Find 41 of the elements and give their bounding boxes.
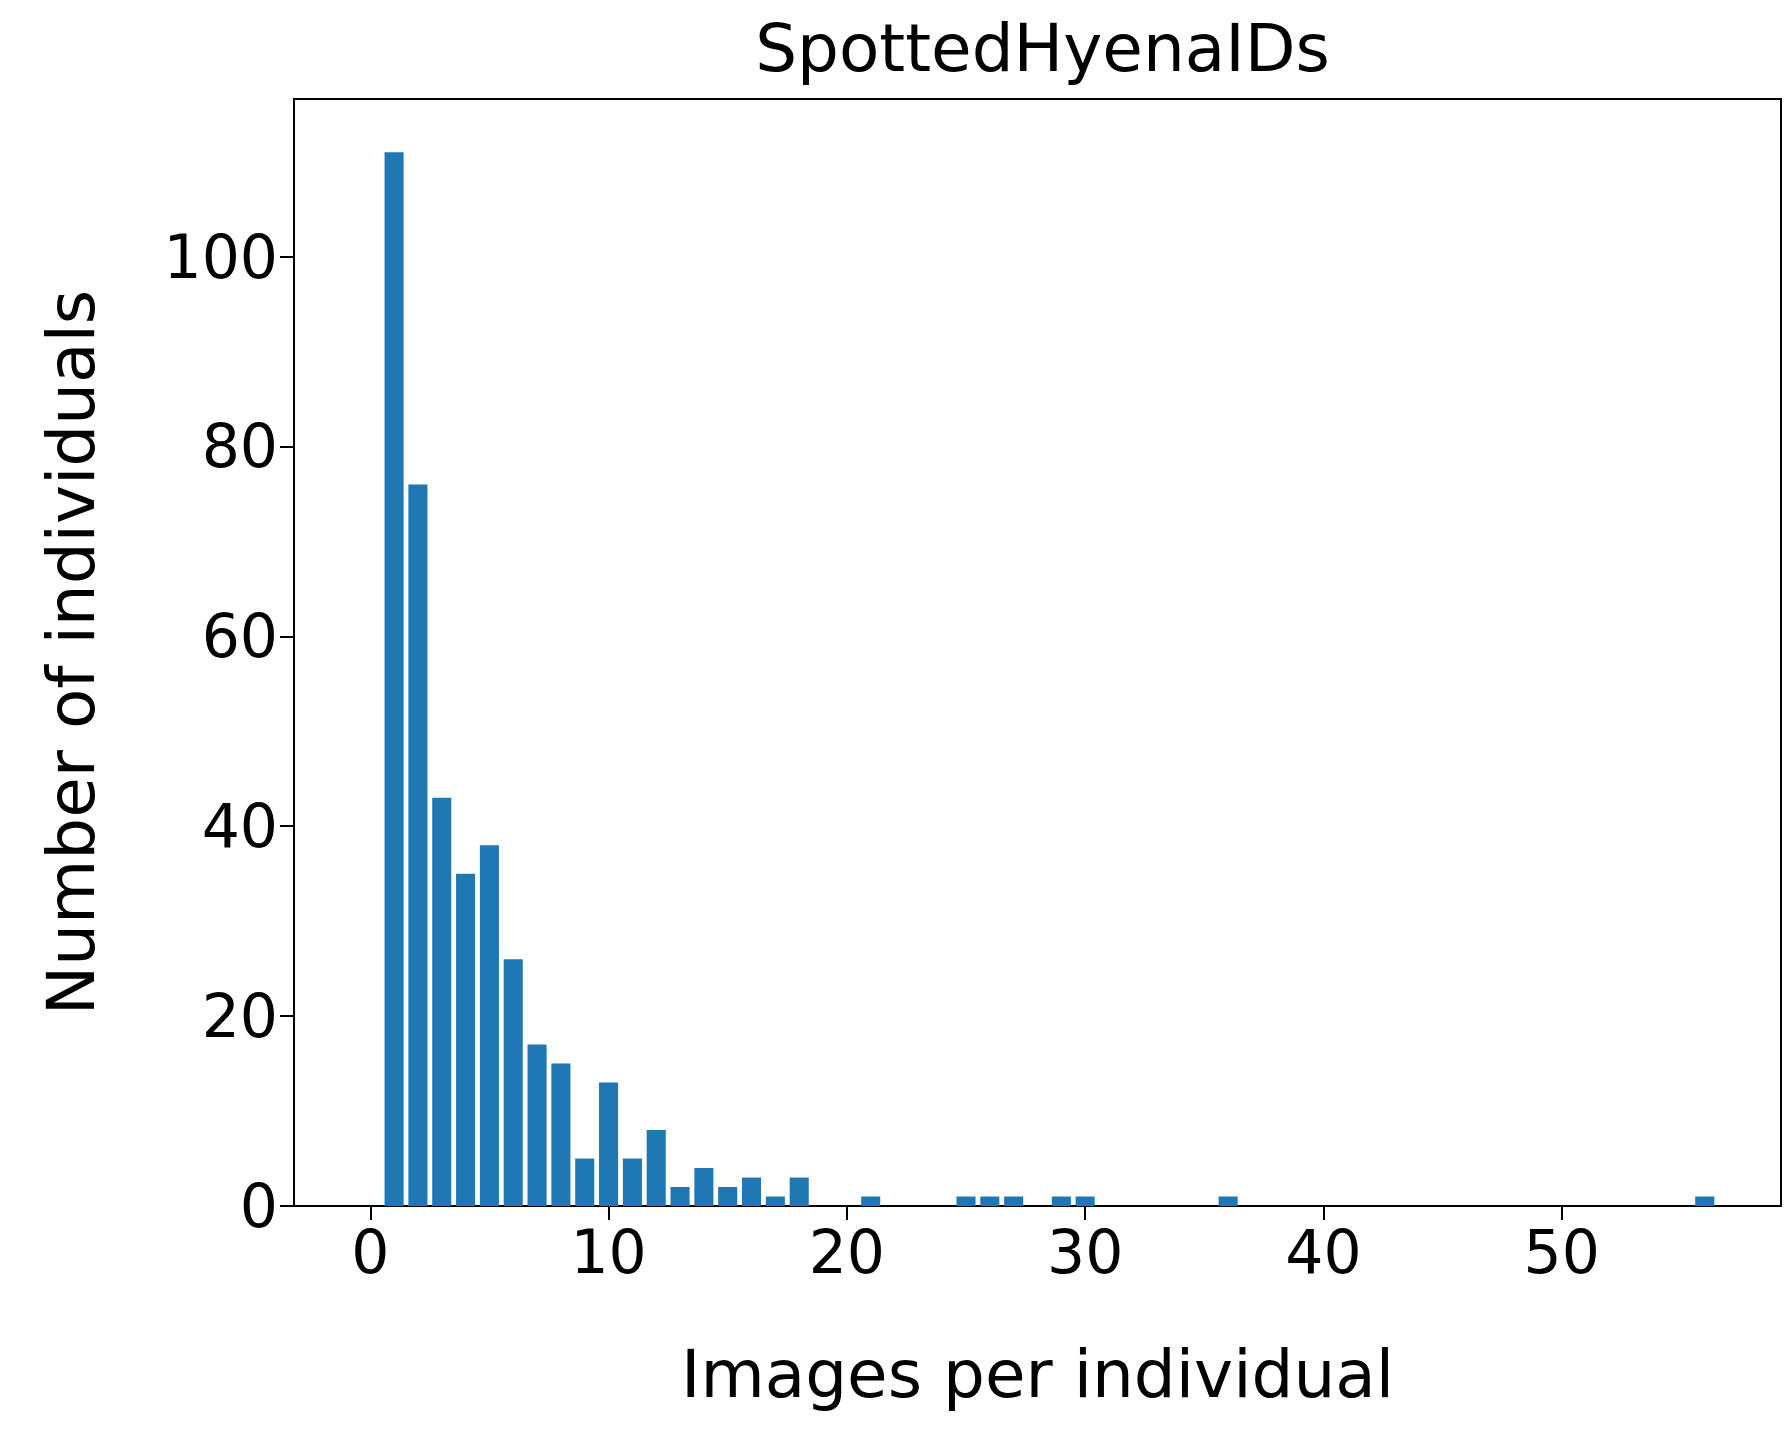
bar: [1075, 1196, 1095, 1206]
bar: [718, 1187, 738, 1206]
bar: [551, 1063, 571, 1206]
bar: [670, 1187, 690, 1206]
x-tick-label: 50: [1523, 1217, 1600, 1287]
bar: [980, 1196, 1000, 1206]
bar: [1218, 1196, 1238, 1206]
bar: [479, 845, 499, 1206]
x-tick-label: 0: [351, 1217, 390, 1287]
bar: [694, 1168, 714, 1206]
bar: [1051, 1196, 1071, 1206]
chart-title: SpottedHyenaIDs: [755, 9, 1330, 87]
bar: [599, 1082, 619, 1206]
bar: [575, 1158, 595, 1206]
bar: [646, 1130, 666, 1206]
bar: [765, 1196, 785, 1206]
bar: [456, 873, 476, 1206]
bar: [622, 1158, 642, 1206]
y-tick-label: 0: [239, 1171, 278, 1241]
bar: [1695, 1196, 1715, 1206]
y-axis-title: Number of individuals: [32, 289, 110, 1016]
bar: [503, 959, 523, 1206]
bar: [789, 1177, 809, 1206]
bar: [1004, 1196, 1024, 1206]
x-tick-label: 40: [1285, 1217, 1362, 1287]
bar: [432, 797, 452, 1206]
bar: [384, 152, 404, 1206]
bar: [861, 1196, 881, 1206]
y-tick-label: 20: [201, 981, 278, 1052]
x-tick-label: 20: [808, 1217, 886, 1287]
bar: [742, 1177, 762, 1206]
x-tick-label: 10: [570, 1217, 647, 1287]
bar: [408, 484, 428, 1206]
x-axis-title: Images per individual: [681, 1335, 1394, 1413]
y-tick-label: 80: [201, 411, 278, 482]
y-tick-label: 60: [201, 601, 278, 672]
bar: [956, 1196, 976, 1206]
bar: [527, 1044, 547, 1206]
y-tick-label: 100: [163, 221, 278, 292]
x-tick-label: 30: [1046, 1217, 1124, 1287]
y-tick-label: 40: [201, 791, 278, 862]
